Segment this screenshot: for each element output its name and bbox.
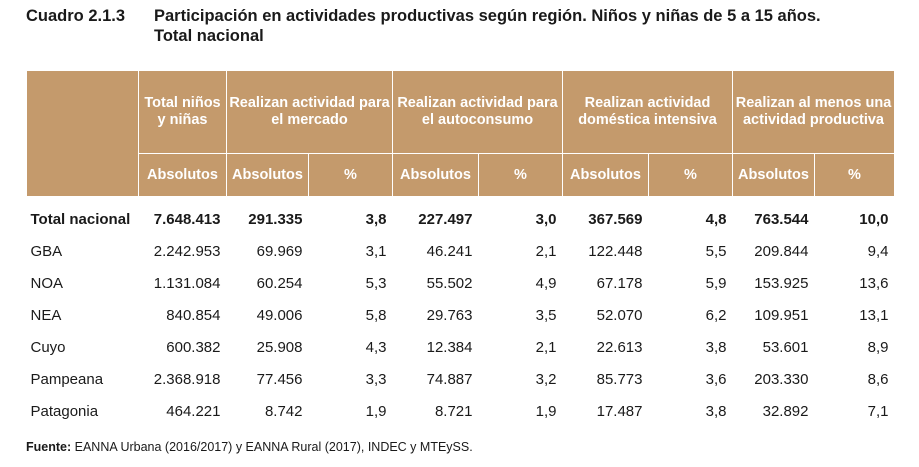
cell-autoconsumo-pct: 3,0	[535, 210, 557, 228]
cell-mercado-abs: 60.254	[256, 274, 303, 292]
region-name: Pampeana	[30, 370, 104, 388]
cell-mercado-pct: 3,3	[365, 370, 387, 388]
cell-mercado-abs: 49.006	[256, 306, 303, 324]
cell-domestica-pct: 5,9	[705, 274, 727, 292]
cell-total: 840.854	[166, 306, 221, 324]
cell-domestica-abs: 122.448	[588, 242, 643, 260]
cell-domestica-abs: 85.773	[596, 370, 643, 388]
table-row: GBA 2.242.953 69.969 3,1 46.241 2,1 122.…	[27, 235, 895, 267]
data-table: Total niños y niñas Realizan actividad p…	[26, 70, 895, 427]
source-note: Fuente: EANNA Urbana (2016/2017) y EANNA…	[26, 440, 473, 454]
table-row: Total nacional 7.648.413 291.335 3,8 227…	[27, 197, 895, 236]
cell-productiva-pct: 13,1	[859, 306, 889, 324]
cell-productiva-abs: 209.844	[754, 242, 809, 260]
region-name: Cuyo	[30, 338, 66, 356]
cell-autoconsumo-pct: 3,5	[535, 306, 557, 324]
cell-autoconsumo-abs: 74.887	[426, 370, 473, 388]
cell-productiva-abs: 153.925	[754, 274, 809, 292]
cell-domestica-pct: 6,2	[705, 306, 727, 324]
cell-mercado-pct: 4,3	[365, 338, 387, 356]
cell-domestica-abs: 52.070	[596, 306, 643, 324]
cell-mercado-pct: 1,9	[365, 402, 387, 420]
cell-productiva-pct: 13,6	[859, 274, 889, 292]
cell-productiva-abs: 763.544	[754, 210, 809, 228]
region-name: Patagonia	[30, 402, 99, 420]
subheader-absolutos: Absolutos	[392, 153, 479, 197]
table-row: NEA 840.854 49.006 5,8 29.763 3,5 52.070…	[27, 299, 895, 331]
header-region	[26, 70, 139, 197]
cell-autoconsumo-abs: 12.384	[426, 338, 473, 356]
subheader-absolutos: Absolutos	[562, 153, 649, 197]
cell-autoconsumo-pct: 1,9	[535, 402, 557, 420]
cell-autoconsumo-abs: 55.502	[426, 274, 473, 292]
subheader-percent: %	[814, 153, 895, 197]
cell-autoconsumo-abs: 29.763	[426, 306, 473, 324]
cell-mercado-pct: 5,8	[365, 306, 387, 324]
cell-mercado-abs: 291.335	[248, 210, 303, 228]
cell-productiva-abs: 32.892	[762, 402, 809, 420]
cell-productiva-abs: 109.951	[754, 306, 809, 324]
cell-mercado-pct: 5,3	[365, 274, 387, 292]
cell-productiva-pct: 7,1	[867, 402, 889, 420]
region-name: Total nacional	[30, 210, 131, 228]
cell-autoconsumo-pct: 3,2	[535, 370, 557, 388]
cell-domestica-pct: 3,8	[705, 338, 727, 356]
table-row: Pampeana 2.368.918 77.456 3,3 74.887 3,2…	[27, 363, 895, 395]
cell-productiva-pct: 8,9	[867, 338, 889, 356]
region-name: GBA	[30, 242, 63, 260]
cell-total: 7.648.413	[153, 210, 221, 228]
table-row: Patagonia 464.221 8.742 1,9 8.721 1,9 17…	[27, 395, 895, 427]
subheader-percent: %	[308, 153, 393, 197]
cell-domestica-pct: 4,8	[705, 210, 727, 228]
source-text: EANNA Urbana (2016/2017) y EANNA Rural (…	[71, 440, 473, 454]
cell-domestica-abs: 22.613	[596, 338, 643, 356]
cell-productiva-abs: 53.601	[762, 338, 809, 356]
cell-mercado-abs: 25.908	[256, 338, 303, 356]
cell-domestica-abs: 367.569	[588, 210, 643, 228]
cell-autoconsumo-pct: 2,1	[535, 338, 557, 356]
cell-productiva-pct: 10,0	[859, 210, 889, 228]
cell-mercado-pct: 3,1	[365, 242, 387, 260]
cell-productiva-pct: 8,6	[867, 370, 889, 388]
caption-number: Cuadro 2.1.3	[26, 7, 126, 25]
cell-total: 464.221	[166, 402, 221, 420]
caption-title-line2: Total nacional	[154, 27, 264, 45]
cell-autoconsumo-abs: 8.721	[434, 402, 473, 420]
source-label: Fuente:	[26, 440, 72, 454]
cell-total: 1.131.084	[153, 274, 221, 292]
subheader-percent: %	[478, 153, 563, 197]
cell-total: 2.242.953	[153, 242, 221, 260]
cell-total: 2.368.918	[153, 370, 221, 388]
cell-domestica-pct: 3,8	[705, 402, 727, 420]
cell-autoconsumo-pct: 2,1	[535, 242, 557, 260]
cell-mercado-abs: 77.456	[256, 370, 303, 388]
cell-mercado-abs: 8.742	[264, 402, 303, 420]
cell-productiva-abs: 203.330	[754, 370, 809, 388]
cell-mercado-pct: 3,8	[365, 210, 387, 228]
header-mercado: Realizan actividad para el mercado	[226, 70, 393, 154]
cell-autoconsumo-abs: 227.497	[418, 210, 473, 228]
cell-autoconsumo-pct: 4,9	[535, 274, 557, 292]
table-row: Cuyo 600.382 25.908 4,3 12.384 2,1 22.61…	[27, 331, 895, 363]
subheader-absolutos: Absolutos	[138, 153, 227, 197]
caption-title-line1: Participación en actividades productivas…	[154, 7, 821, 25]
region-name: NOA	[30, 274, 64, 292]
cell-domestica-abs: 17.487	[596, 402, 643, 420]
table-row: NOA 1.131.084 60.254 5,3 55.502 4,9 67.1…	[27, 267, 895, 299]
subheader-percent: %	[648, 153, 733, 197]
cell-productiva-pct: 9,4	[867, 242, 889, 260]
header-domestica: Realizan actividad doméstica intensiva	[562, 70, 733, 154]
header-total-ninos: Total niños y niñas	[138, 70, 227, 154]
region-name: NEA	[30, 306, 62, 324]
subheader-absolutos: Absolutos	[732, 153, 815, 197]
cell-autoconsumo-abs: 46.241	[426, 242, 473, 260]
header-al-menos-una: Realizan al menos una actividad producti…	[732, 70, 895, 154]
cell-total: 600.382	[166, 338, 221, 356]
cell-domestica-pct: 5,5	[705, 242, 727, 260]
cell-domestica-abs: 67.178	[596, 274, 643, 292]
cell-mercado-abs: 69.969	[256, 242, 303, 260]
header-autoconsumo: Realizan actividad para el autoconsumo	[392, 70, 563, 154]
subheader-absolutos: Absolutos	[226, 153, 309, 197]
cell-domestica-pct: 3,6	[705, 370, 727, 388]
